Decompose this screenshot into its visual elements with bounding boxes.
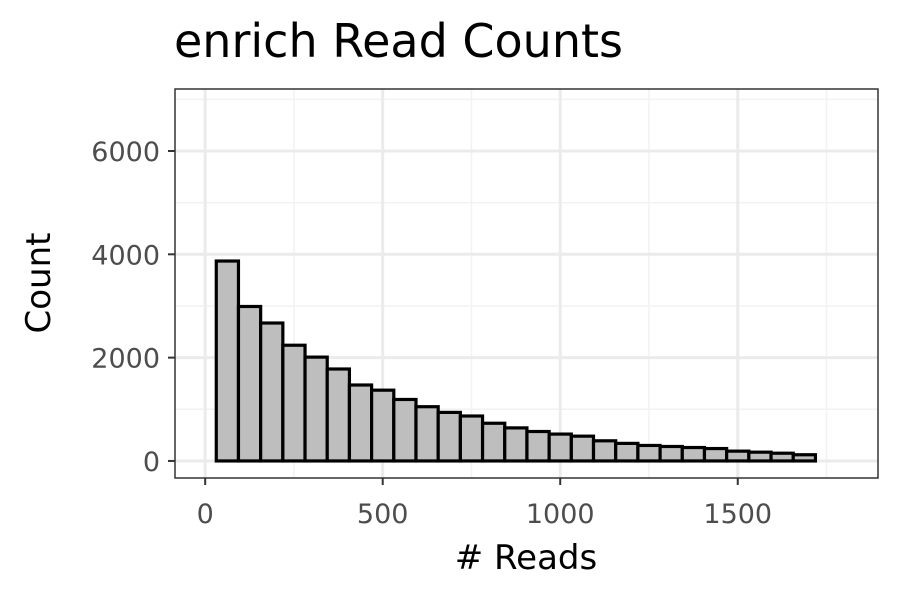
histogram-bar: [547, 432, 573, 463]
y-tick-label: 2000: [91, 344, 160, 375]
x-tick-label: 0: [197, 499, 214, 530]
y-axis: 0 2000 4000 6000: [91, 137, 175, 478]
histogram-bar: [769, 451, 795, 463]
histogram-bar: [414, 405, 440, 463]
histogram-bar: [370, 388, 396, 463]
histogram-bar: [458, 414, 485, 463]
y-axis-title: Count: [19, 233, 59, 334]
histogram-bar: [658, 444, 684, 463]
histogram-bar: [747, 450, 773, 463]
x-axis: 0 500 1000 1500: [197, 478, 772, 530]
bars: [214, 259, 818, 463]
x-axis-title: # Reads: [455, 538, 597, 578]
chart-title: enrich Read Counts: [174, 14, 623, 68]
histogram-bar: [281, 343, 307, 463]
histogram-bar: [347, 383, 374, 463]
histogram-bar: [480, 421, 507, 463]
panel-border: [174, 88, 879, 479]
histogram-bar: [236, 304, 263, 463]
x-tick-label: 1500: [703, 499, 772, 530]
histogram-bar: [325, 367, 352, 463]
y-tick-label: 0: [143, 447, 160, 478]
histogram-bar: [436, 410, 462, 463]
histogram-bar: [614, 441, 640, 463]
histogram-bar: [392, 397, 418, 463]
histogram-bar: [636, 443, 662, 463]
histogram-bar: [525, 429, 551, 463]
x-tick-label: 500: [357, 499, 409, 530]
histogram-bar: [503, 426, 529, 463]
histogram-bar: [791, 453, 818, 463]
histogram-bar: [303, 355, 329, 463]
histogram-bar: [680, 445, 707, 463]
y-tick-label: 4000: [91, 240, 160, 271]
histogram-bar: [569, 434, 596, 463]
histogram-bar: [591, 439, 618, 463]
y-tick-label: 6000: [91, 137, 160, 168]
histogram-bar: [214, 259, 241, 463]
x-tick-label: 1000: [526, 499, 595, 530]
histogram-bar: [259, 321, 285, 463]
histogram-bar: [725, 449, 751, 463]
histogram-bar: [702, 446, 729, 463]
